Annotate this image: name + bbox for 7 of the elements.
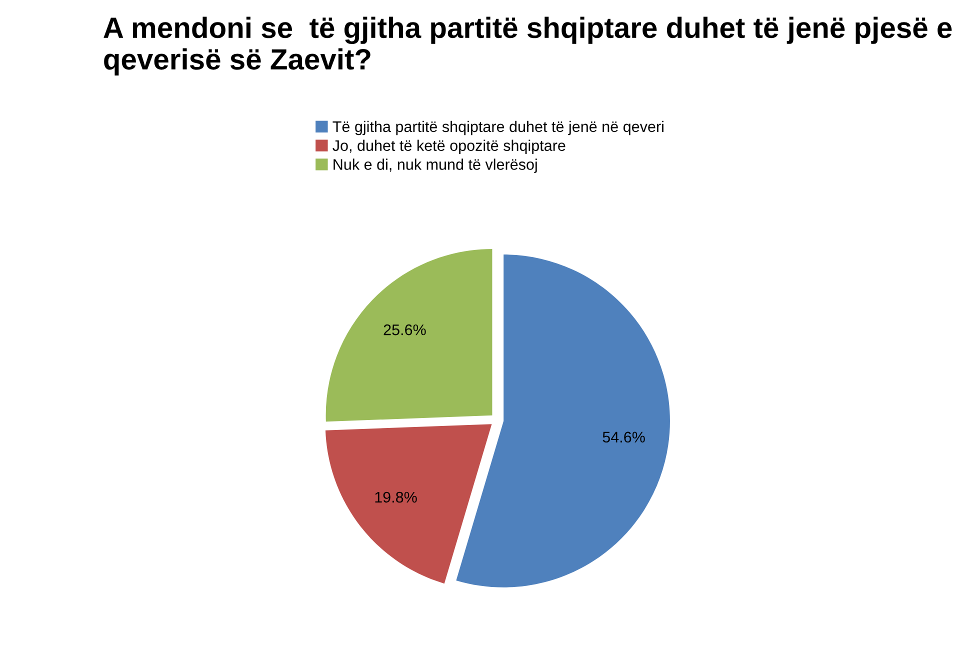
data-label: 25.6%: [384, 324, 426, 336]
data-label: 54.6%: [602, 432, 645, 443]
legend-label: Jo, duhet të ketë opozitë shqiptare: [332, 140, 566, 154]
legend-label: Të gjitha partitë shqiptare duhet të jenë në qeveri: [332, 120, 664, 136]
data-label: 19.8%: [375, 492, 417, 503]
chart-title: A mendoni se të gjitha partitë shqiptare duhet të jenë pjesë e qeverisë së Zaevit?: [104, 16, 952, 76]
legend-label: Nuk e di, nuk mund të vlerësoj: [334, 158, 537, 173]
